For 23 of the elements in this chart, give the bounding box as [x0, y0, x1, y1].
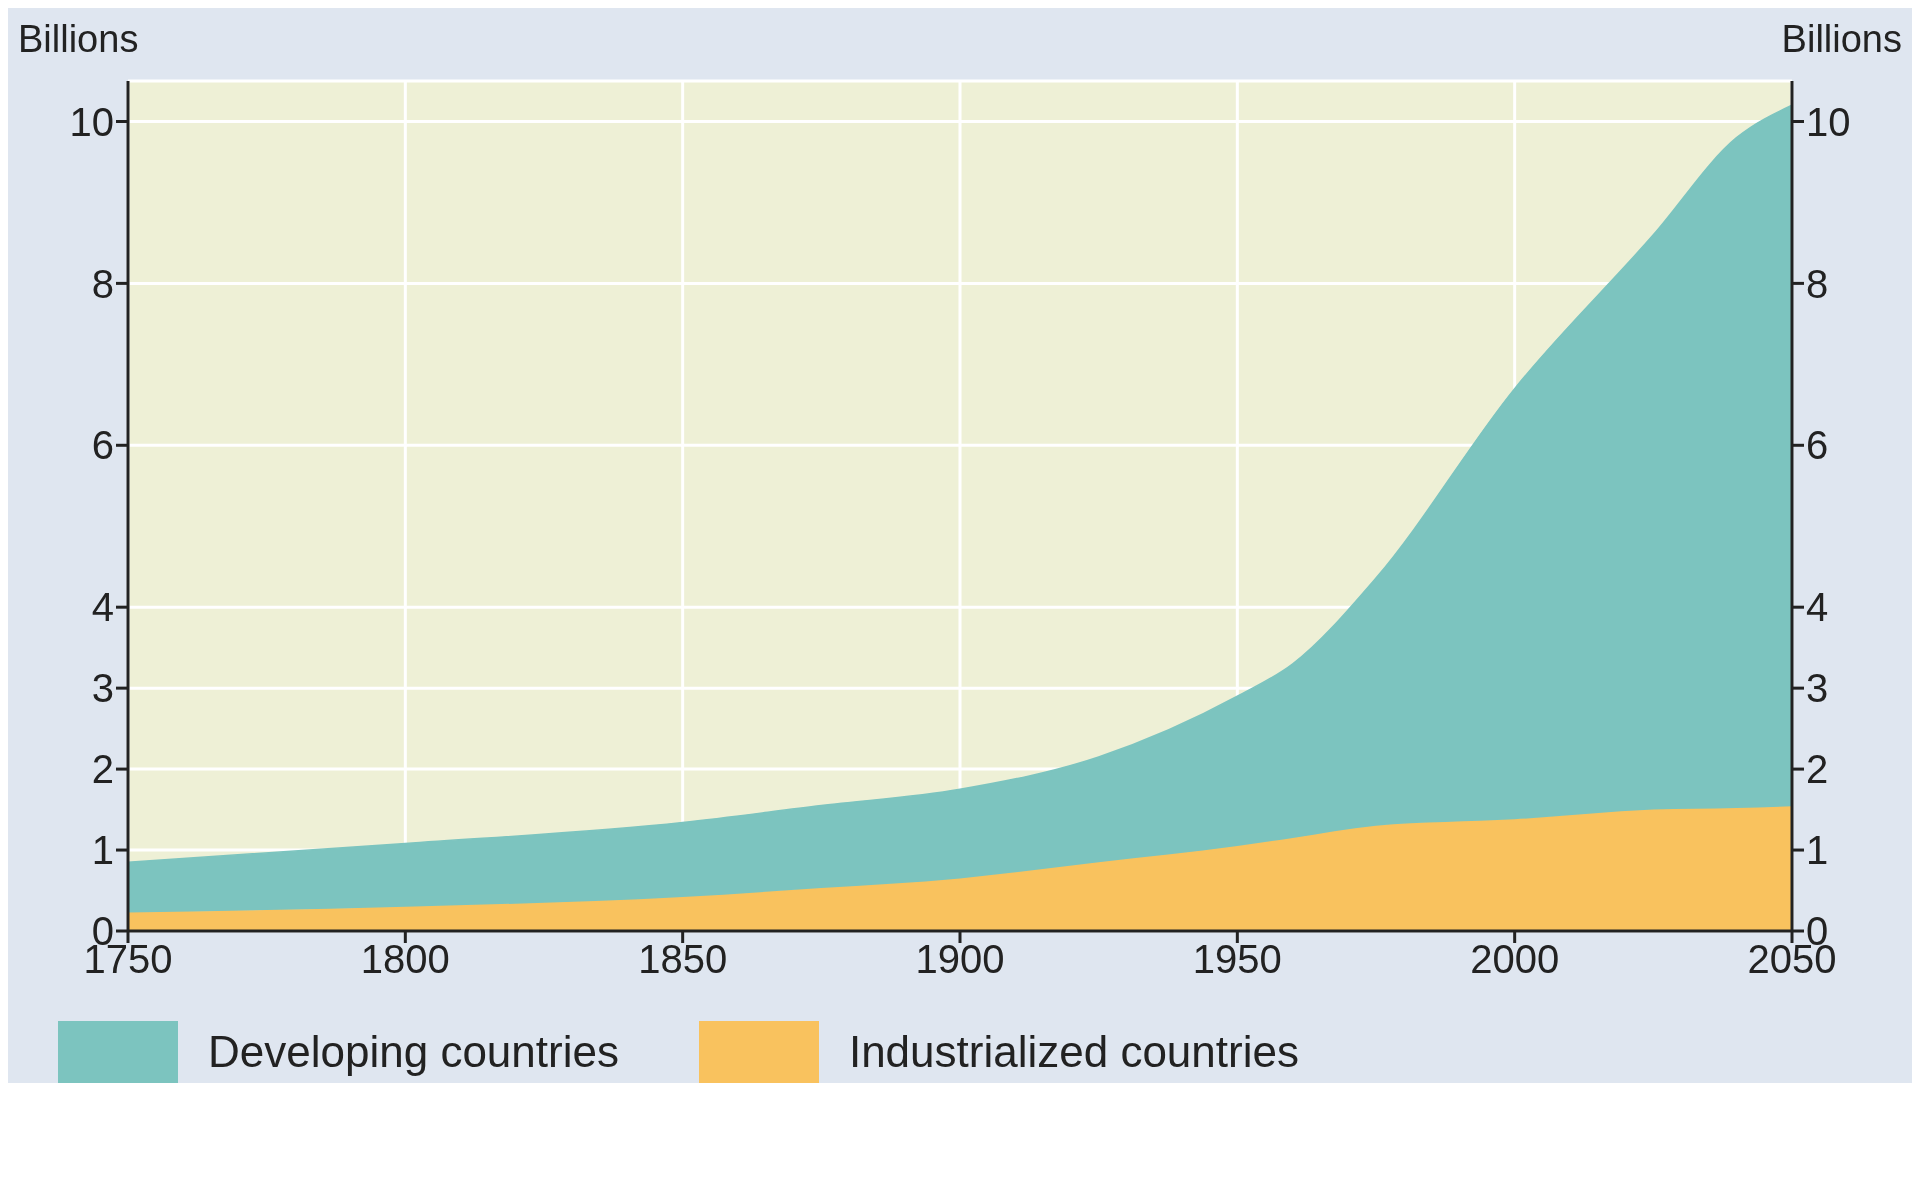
- x-tick-label: 1850: [638, 937, 728, 982]
- y-tick-label: 1: [91, 828, 114, 873]
- legend-label: Developing countries: [208, 1027, 619, 1077]
- y2-tick-label: 1: [1806, 828, 1829, 873]
- y2-tick-label: 6: [1806, 423, 1829, 468]
- x-tick-label: 1900: [915, 937, 1005, 982]
- y2-tick-label: 3: [1806, 666, 1829, 711]
- x-tick-label: 2000: [1470, 937, 1560, 982]
- x-tick-label: 1950: [1192, 937, 1282, 982]
- y-tick-label: 8: [91, 261, 114, 306]
- y2-tick-label: 2: [1806, 747, 1829, 792]
- y-axis-title: Billions: [18, 18, 139, 61]
- legend-label: Industrialized countries: [848, 1027, 1299, 1077]
- y2-tick-label: 8: [1806, 261, 1829, 306]
- y-tick-label: 2: [91, 747, 114, 792]
- y-tick-label: 10: [69, 99, 114, 144]
- y-tick-label: 3: [91, 666, 114, 711]
- y2-tick-label: 10: [1806, 99, 1851, 144]
- y-tick-label: 4: [91, 585, 114, 630]
- y2-tick-label: 4: [1806, 585, 1829, 630]
- x-tick-label: 1800: [360, 937, 450, 982]
- y2-axis-title: Billions: [1781, 18, 1902, 61]
- y-tick-label: 6: [91, 423, 114, 468]
